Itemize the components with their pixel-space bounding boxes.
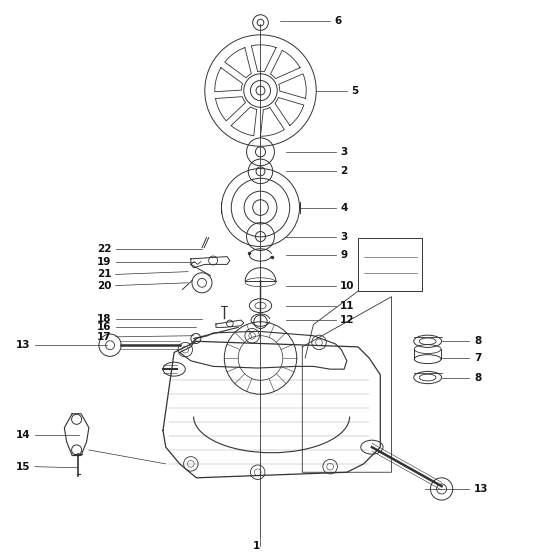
Text: 13: 13 [474, 484, 488, 494]
Text: 6: 6 [335, 16, 342, 26]
Text: 15: 15 [16, 461, 30, 472]
Text: 2: 2 [340, 166, 347, 176]
Text: 8: 8 [474, 337, 481, 346]
Text: 3: 3 [340, 231, 347, 241]
Text: 5: 5 [351, 86, 358, 96]
Text: 11: 11 [340, 301, 354, 311]
Text: 8: 8 [474, 372, 481, 382]
Text: 9: 9 [340, 250, 347, 260]
Text: 18: 18 [97, 314, 111, 324]
Text: 1: 1 [253, 542, 260, 552]
Text: 22: 22 [97, 244, 111, 254]
Text: 14: 14 [16, 430, 30, 440]
Text: 19: 19 [97, 256, 111, 267]
Text: 7: 7 [474, 353, 481, 363]
Text: 16: 16 [97, 323, 111, 333]
Text: 13: 13 [16, 340, 30, 350]
Text: 10: 10 [340, 281, 354, 291]
Text: 17: 17 [96, 332, 111, 342]
Text: 3: 3 [340, 147, 347, 157]
Text: 20: 20 [97, 281, 111, 291]
Text: 21: 21 [97, 269, 111, 279]
Text: 12: 12 [340, 315, 354, 325]
Text: 4: 4 [340, 203, 348, 213]
